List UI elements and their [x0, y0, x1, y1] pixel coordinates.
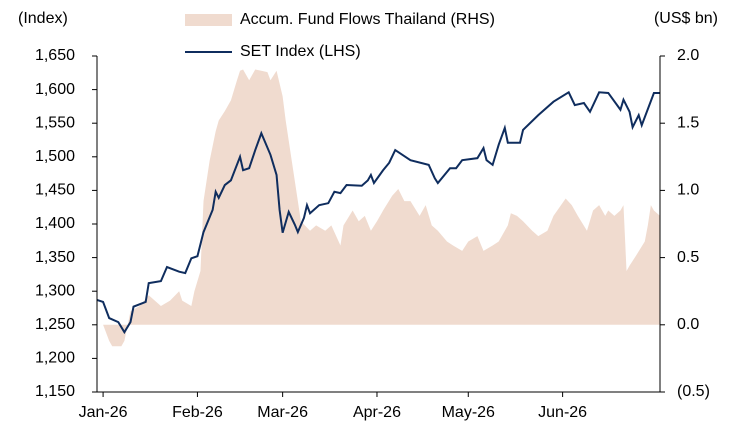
y-tick-label: 1,200 [35, 350, 75, 367]
y-tick-label: 1,500 [35, 148, 75, 165]
x-tick-label: Mar-26 [257, 404, 308, 421]
y-axis-label: (Index) [18, 10, 68, 27]
y-tick-label: 1,400 [35, 215, 75, 232]
y-tick-label: 1,550 [35, 114, 75, 131]
y2-axis-label: (US$ bn) [654, 10, 718, 27]
y-tick-label: 1,300 [35, 282, 75, 299]
legend-label: Accum. Fund Flows Thailand (RHS) [240, 11, 495, 28]
y2-tick-label: 0.0 [677, 316, 699, 333]
y-tick-label: 1,450 [35, 182, 75, 199]
x-tick-label: Jun-26 [538, 404, 587, 421]
line [96, 90, 660, 335]
x-tick-label: May-26 [442, 404, 495, 421]
y2-tick-label: 1.5 [677, 114, 699, 131]
y-tick-label: 1,600 [35, 81, 75, 98]
legend-label: SET Index (LHS) [240, 43, 361, 60]
x-tick-label: Jan-26 [79, 404, 128, 421]
y-tick-label: 1,150 [35, 383, 75, 400]
y2-tick-label: 1.0 [677, 182, 699, 199]
y2-tick-label: 0.5 [677, 249, 699, 266]
legend-swatch [185, 14, 232, 26]
y2-tick-label: 2.0 [677, 47, 699, 64]
y-tick-label: 1,650 [35, 47, 75, 64]
x-tick-label: Apr-26 [353, 404, 401, 421]
y2-tick-label: (0.5) [677, 383, 710, 400]
y-tick-label: 1,250 [35, 316, 75, 333]
x-tick-label: Feb-26 [172, 404, 223, 421]
y-tick-label: 1,350 [35, 249, 75, 266]
area [103, 69, 660, 347]
